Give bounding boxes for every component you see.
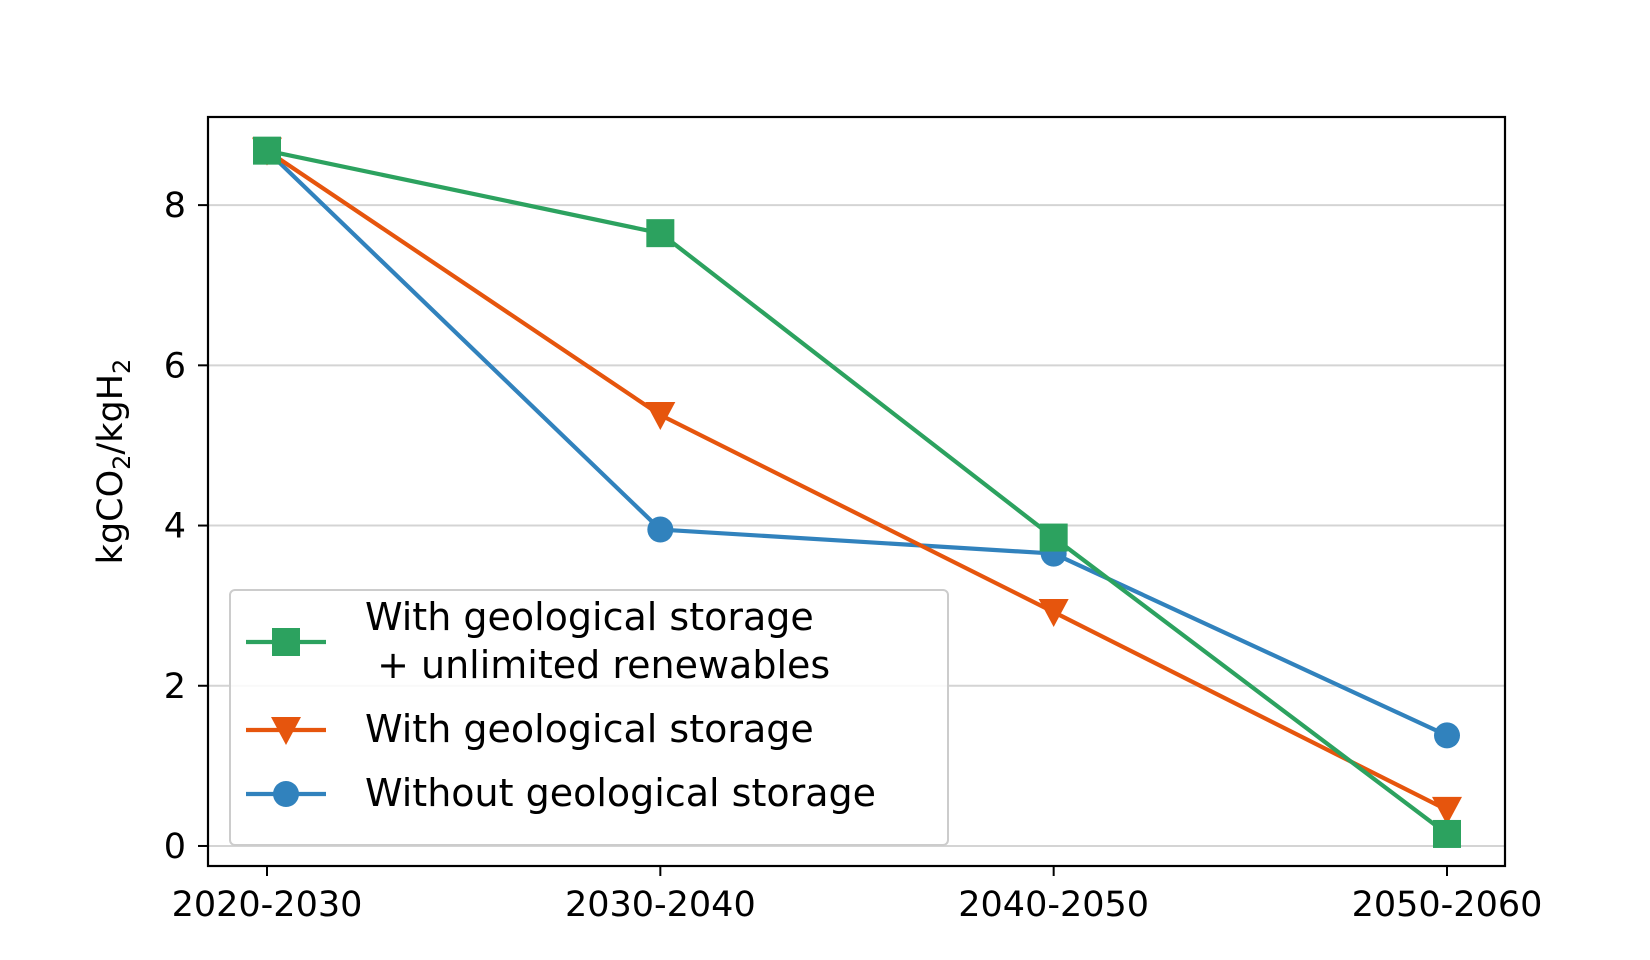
legend-label-line: With geological storage xyxy=(365,707,814,751)
legend-label-line: With geological storage xyxy=(365,595,814,639)
legend-marker xyxy=(273,781,299,807)
x-axis: 2020-2030 2030-2040 2040-2050 2050-2060 xyxy=(172,866,1543,925)
legend-entry: With geological storage xyxy=(246,707,814,751)
plot-frame xyxy=(206,115,1507,868)
data-point xyxy=(647,516,674,543)
series-line xyxy=(265,149,1448,738)
legend-label: Without geological storage xyxy=(365,771,876,815)
y-axis-label-subscript: 2 xyxy=(108,359,136,374)
x-tick-label: 2050-2060 xyxy=(1352,885,1543,925)
legend-marker xyxy=(271,717,301,745)
legend-marker xyxy=(272,628,300,656)
x-tick-label: 2040-2050 xyxy=(958,885,1149,925)
legend-box xyxy=(229,589,949,846)
legend-entry: Without geological storage xyxy=(246,771,876,815)
y-axis-label-subscript: 2 xyxy=(108,455,136,470)
data-point xyxy=(1432,796,1462,825)
data-point xyxy=(645,401,676,430)
y-axis: 0 2 4 6 8 xyxy=(164,186,208,867)
legend: With geological storage + unlimited rene… xyxy=(229,589,949,846)
x-tick-label: 2030-2040 xyxy=(565,885,756,925)
series-line xyxy=(265,148,1448,812)
legend-label: With geological storage + unlimited rene… xyxy=(365,595,830,687)
legend-label-line: + unlimited renewables xyxy=(365,643,830,687)
series-1 xyxy=(253,136,1461,848)
y-tick-label: 0 xyxy=(164,827,186,867)
y-tick-label: 2 xyxy=(164,667,186,707)
legend-entry: With geological storage + unlimited rene… xyxy=(246,595,830,687)
data-point xyxy=(253,136,281,165)
series-line xyxy=(266,148,1449,836)
legend-label: With geological storage xyxy=(365,707,814,751)
legend-label-line: Without geological storage xyxy=(365,771,876,815)
y-tick-label: 6 xyxy=(164,346,186,386)
y-tick-label: 4 xyxy=(164,507,186,547)
data-point xyxy=(1038,599,1069,628)
y-tick-label: 8 xyxy=(164,186,186,226)
y-axis-label: kgCO2/kgH2 xyxy=(91,359,136,565)
data-point xyxy=(1039,523,1068,552)
series-layer xyxy=(252,136,1462,848)
data-point xyxy=(1433,819,1461,848)
data-point xyxy=(1434,722,1460,749)
y-axis-label-part: /kgH xyxy=(91,374,131,455)
data-point xyxy=(646,219,675,248)
x-tick-label: 2020-2030 xyxy=(172,885,363,925)
y-axis-label-part: kgCO xyxy=(91,470,131,564)
